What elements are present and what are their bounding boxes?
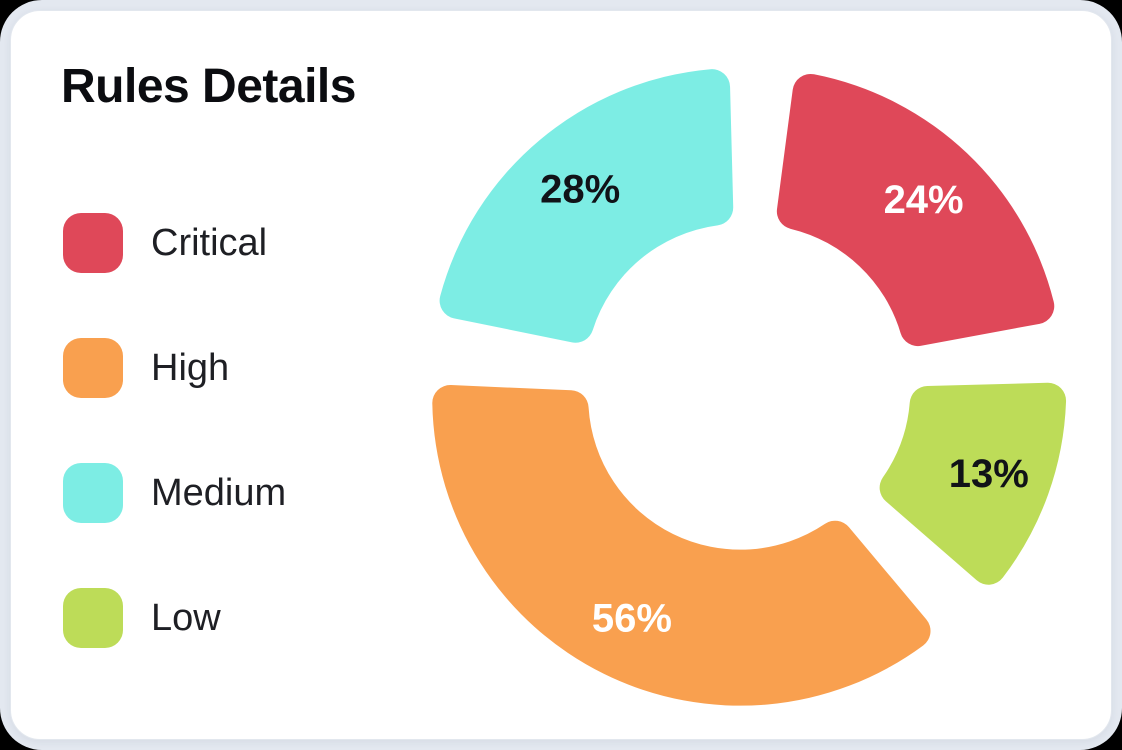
low-swatch-icon: [63, 588, 123, 648]
legend-item-high[interactable]: High: [63, 338, 286, 398]
legend-label-medium: Medium: [151, 471, 287, 514]
medium-swatch-icon: [63, 463, 123, 523]
card-title: Rules Details: [61, 60, 356, 113]
rules-details-card: Rules Details Critical High Medium Low: [10, 10, 1112, 740]
legend-label-low: Low: [151, 596, 221, 639]
donut-chart: 24% 13% 56% 28%: [432, 69, 1067, 706]
legend-item-medium[interactable]: Medium: [63, 463, 286, 523]
high-swatch-icon: [63, 338, 123, 398]
chart-legend: Critical High Medium Low: [63, 213, 286, 648]
critical-swatch-icon: [63, 213, 123, 273]
legend-label-high: High: [151, 346, 230, 389]
slice-critical[interactable]: [776, 73, 1055, 347]
slice-medium[interactable]: [439, 69, 734, 343]
slice-label-high: 56%: [592, 596, 672, 640]
legend-label-critical: Critical: [151, 221, 268, 264]
legend-item-critical[interactable]: Critical: [63, 213, 286, 273]
legend-item-low[interactable]: Low: [63, 588, 286, 648]
slice-label-medium: 28%: [540, 167, 620, 211]
slice-high[interactable]: [432, 385, 931, 706]
slice-label-critical: 24%: [884, 178, 964, 222]
slice-low[interactable]: [879, 382, 1067, 585]
slice-label-low: 13%: [949, 452, 1029, 496]
